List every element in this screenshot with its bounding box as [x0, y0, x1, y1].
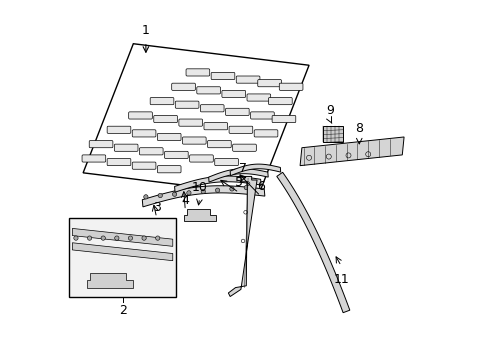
Circle shape — [143, 195, 148, 199]
FancyBboxPatch shape — [179, 119, 202, 126]
Bar — [69, 218, 176, 297]
FancyBboxPatch shape — [185, 69, 209, 76]
Text: 11: 11 — [333, 273, 348, 286]
FancyBboxPatch shape — [196, 87, 220, 94]
FancyBboxPatch shape — [175, 101, 199, 108]
FancyBboxPatch shape — [232, 144, 256, 151]
Polygon shape — [276, 172, 349, 313]
FancyBboxPatch shape — [225, 108, 249, 116]
FancyBboxPatch shape — [182, 137, 206, 144]
FancyBboxPatch shape — [139, 148, 163, 155]
FancyBboxPatch shape — [222, 90, 245, 98]
Polygon shape — [300, 137, 403, 166]
FancyBboxPatch shape — [228, 126, 252, 134]
FancyBboxPatch shape — [132, 162, 156, 169]
FancyBboxPatch shape — [132, 130, 156, 137]
Circle shape — [155, 236, 160, 240]
Polygon shape — [174, 176, 261, 192]
FancyBboxPatch shape — [107, 158, 131, 166]
FancyBboxPatch shape — [268, 98, 292, 105]
Polygon shape — [230, 164, 280, 176]
Text: 6: 6 — [256, 180, 264, 193]
FancyBboxPatch shape — [214, 158, 238, 166]
FancyBboxPatch shape — [200, 105, 224, 112]
Text: 5: 5 — [235, 176, 243, 189]
Circle shape — [101, 236, 105, 240]
Circle shape — [128, 236, 132, 240]
Text: 8: 8 — [354, 122, 363, 135]
FancyBboxPatch shape — [271, 116, 295, 123]
FancyBboxPatch shape — [246, 94, 270, 101]
FancyBboxPatch shape — [157, 166, 181, 173]
Circle shape — [87, 236, 92, 240]
Polygon shape — [142, 186, 264, 207]
Circle shape — [215, 188, 219, 192]
Polygon shape — [183, 209, 215, 221]
Circle shape — [142, 236, 146, 240]
Text: 3: 3 — [152, 201, 160, 214]
Polygon shape — [72, 228, 172, 246]
FancyBboxPatch shape — [114, 144, 138, 151]
Circle shape — [186, 191, 191, 195]
Polygon shape — [86, 273, 133, 288]
Text: 4: 4 — [181, 194, 189, 207]
FancyBboxPatch shape — [89, 140, 113, 148]
Text: 7: 7 — [238, 162, 246, 175]
Circle shape — [115, 236, 119, 240]
Circle shape — [229, 187, 234, 191]
FancyBboxPatch shape — [257, 80, 281, 87]
Text: 1: 1 — [142, 23, 149, 37]
Polygon shape — [208, 169, 268, 182]
Circle shape — [201, 189, 205, 194]
FancyBboxPatch shape — [211, 72, 234, 80]
FancyBboxPatch shape — [153, 116, 177, 123]
Text: 2: 2 — [119, 304, 126, 317]
FancyBboxPatch shape — [279, 83, 303, 90]
FancyBboxPatch shape — [157, 134, 181, 140]
FancyBboxPatch shape — [203, 123, 227, 130]
FancyBboxPatch shape — [128, 112, 152, 119]
FancyBboxPatch shape — [171, 83, 195, 90]
FancyBboxPatch shape — [207, 140, 231, 148]
Circle shape — [172, 192, 176, 196]
Circle shape — [74, 236, 78, 240]
FancyBboxPatch shape — [107, 126, 131, 134]
FancyBboxPatch shape — [164, 151, 188, 158]
FancyBboxPatch shape — [236, 76, 260, 83]
FancyBboxPatch shape — [254, 130, 277, 137]
Text: 10: 10 — [191, 181, 207, 194]
FancyBboxPatch shape — [82, 155, 105, 162]
Circle shape — [244, 185, 248, 190]
Text: 9: 9 — [326, 104, 334, 117]
FancyBboxPatch shape — [150, 98, 174, 105]
Circle shape — [158, 193, 162, 198]
Bar — [323, 126, 343, 142]
FancyBboxPatch shape — [189, 155, 213, 162]
Polygon shape — [228, 176, 257, 297]
Polygon shape — [72, 243, 172, 261]
FancyBboxPatch shape — [250, 112, 274, 119]
